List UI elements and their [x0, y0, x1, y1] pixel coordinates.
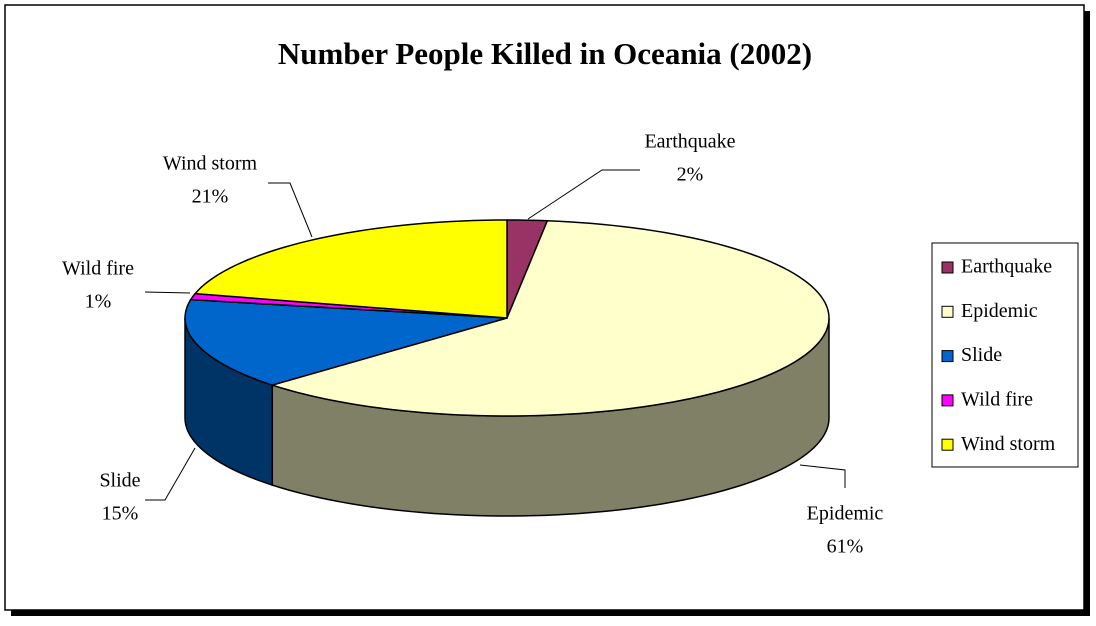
leader-line	[268, 182, 313, 238]
legend-label: Slide	[961, 344, 1002, 366]
data-label-value: 1%	[85, 291, 112, 313]
legend-swatch	[941, 394, 954, 407]
legend-swatch	[941, 261, 954, 274]
data-label-value: 2%	[677, 164, 704, 186]
data-label-name: Earthquake	[644, 131, 735, 153]
leader-line	[799, 464, 846, 488]
leader-line	[144, 291, 191, 294]
data-label-name: Wind storm	[163, 153, 258, 175]
data-label-name: Epidemic	[807, 503, 884, 525]
leader-line	[145, 447, 196, 501]
data-label-name: Wild fire	[62, 258, 134, 280]
data-label-value: 21%	[192, 186, 229, 208]
data-label-value: 61%	[827, 536, 864, 558]
legend-label: Earthquake	[961, 256, 1052, 278]
data-label-value: 15%	[102, 503, 139, 525]
pie-slice	[269, 220, 830, 417]
legend-swatch	[941, 305, 954, 318]
legend-swatch	[941, 438, 954, 451]
chart-title: Number People Killed in Oceania (2002)	[278, 36, 812, 71]
legend-label: Wind storm	[961, 433, 1056, 455]
legend-swatch	[941, 350, 954, 363]
leader-line	[527, 169, 640, 220]
legend-box	[931, 242, 1079, 468]
data-label-name: Slide	[99, 470, 140, 492]
pie-slice	[184, 298, 508, 386]
legend-label: Wild fire	[961, 388, 1033, 410]
pie-slice	[193, 219, 508, 319]
legend-label: Epidemic	[961, 300, 1038, 322]
